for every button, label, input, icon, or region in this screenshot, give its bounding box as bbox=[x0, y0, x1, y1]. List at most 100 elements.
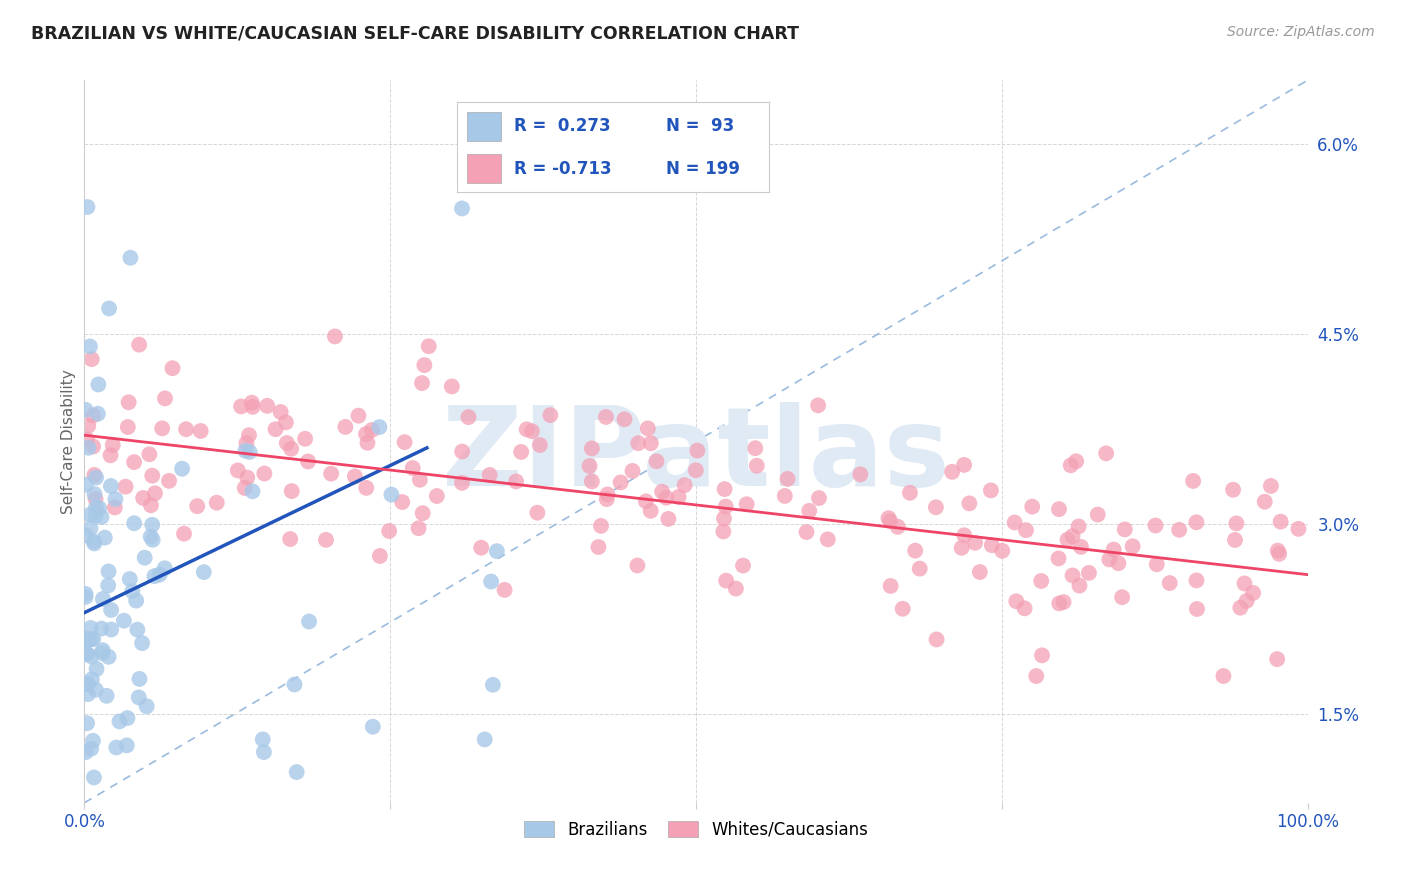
Legend: Brazilians, Whites/Caucasians: Brazilians, Whites/Caucasians bbox=[510, 807, 882, 852]
Point bbox=[157, 474, 180, 488]
Point bbox=[80, 741, 103, 756]
Point bbox=[83, 771, 105, 785]
Point bbox=[1064, 454, 1087, 468]
Point bbox=[242, 484, 264, 499]
Point bbox=[80, 352, 103, 367]
Point bbox=[479, 574, 502, 589]
Point bbox=[1144, 518, 1167, 533]
Point bbox=[91, 591, 114, 606]
Point bbox=[1052, 595, 1074, 609]
Point bbox=[596, 487, 619, 501]
Point bbox=[980, 538, 1002, 552]
Point bbox=[1111, 591, 1133, 605]
Point bbox=[714, 500, 737, 514]
Point bbox=[354, 481, 377, 495]
Point bbox=[891, 601, 914, 615]
Point bbox=[413, 358, 436, 372]
Point bbox=[173, 526, 195, 541]
Point bbox=[1004, 516, 1026, 530]
Point bbox=[478, 467, 501, 482]
Point bbox=[1288, 522, 1310, 536]
Point bbox=[418, 339, 440, 353]
Point bbox=[409, 473, 432, 487]
Point bbox=[361, 720, 384, 734]
Point bbox=[1146, 558, 1168, 572]
Point bbox=[274, 416, 297, 430]
Point bbox=[451, 475, 474, 490]
Point bbox=[270, 405, 292, 419]
Point bbox=[640, 504, 662, 518]
Point bbox=[657, 512, 679, 526]
Point bbox=[1102, 542, 1125, 557]
Point bbox=[236, 470, 259, 484]
Point bbox=[1021, 500, 1043, 514]
Point bbox=[235, 436, 257, 450]
Point bbox=[347, 409, 370, 423]
Point bbox=[256, 399, 278, 413]
Point bbox=[1225, 516, 1247, 531]
Point bbox=[172, 461, 194, 475]
Point bbox=[887, 520, 910, 534]
Point bbox=[233, 443, 256, 458]
Point bbox=[90, 510, 112, 524]
Point bbox=[356, 435, 378, 450]
Point bbox=[1107, 556, 1129, 570]
Point bbox=[1067, 519, 1090, 533]
Point bbox=[87, 377, 110, 392]
Point bbox=[143, 569, 166, 583]
Point bbox=[105, 740, 128, 755]
Point bbox=[1087, 508, 1109, 522]
Point bbox=[1098, 552, 1121, 566]
Point bbox=[280, 442, 302, 456]
Point bbox=[1015, 523, 1038, 537]
Point bbox=[595, 409, 617, 424]
Point bbox=[190, 424, 212, 438]
Point bbox=[80, 649, 103, 664]
Point bbox=[83, 536, 105, 550]
Point bbox=[83, 487, 105, 501]
Point bbox=[735, 497, 758, 511]
Point bbox=[637, 421, 659, 435]
Point bbox=[817, 533, 839, 547]
Point bbox=[1070, 540, 1092, 554]
Point bbox=[969, 565, 991, 579]
Point bbox=[264, 422, 287, 436]
Point bbox=[96, 689, 118, 703]
Point bbox=[613, 412, 636, 426]
Point bbox=[634, 494, 657, 508]
Point bbox=[1185, 602, 1208, 616]
Point bbox=[128, 337, 150, 351]
Point bbox=[668, 490, 690, 504]
Y-axis label: Self-Care Disability: Self-Care Disability bbox=[60, 369, 76, 514]
Point bbox=[77, 676, 100, 690]
Point bbox=[1062, 529, 1084, 543]
Point bbox=[79, 621, 101, 635]
Point bbox=[849, 467, 872, 482]
Point bbox=[516, 422, 538, 436]
Point bbox=[686, 443, 709, 458]
Point bbox=[904, 543, 927, 558]
Point bbox=[957, 496, 980, 510]
Point bbox=[253, 745, 276, 759]
Point bbox=[1223, 533, 1246, 547]
Point bbox=[1168, 523, 1191, 537]
Point bbox=[1060, 458, 1083, 473]
Point bbox=[117, 395, 139, 409]
Point bbox=[1062, 568, 1084, 582]
Point bbox=[91, 646, 114, 660]
Point bbox=[1270, 515, 1292, 529]
Point bbox=[84, 470, 107, 484]
Point bbox=[482, 678, 505, 692]
Point bbox=[79, 508, 101, 522]
Point bbox=[953, 458, 976, 472]
Point bbox=[1122, 539, 1144, 553]
Point bbox=[731, 558, 754, 573]
Point bbox=[589, 519, 612, 533]
Point bbox=[315, 533, 337, 547]
Point bbox=[724, 582, 747, 596]
Point bbox=[134, 550, 156, 565]
Point bbox=[925, 632, 948, 647]
Point bbox=[233, 481, 256, 495]
Point bbox=[91, 643, 114, 657]
Point bbox=[1047, 596, 1070, 610]
